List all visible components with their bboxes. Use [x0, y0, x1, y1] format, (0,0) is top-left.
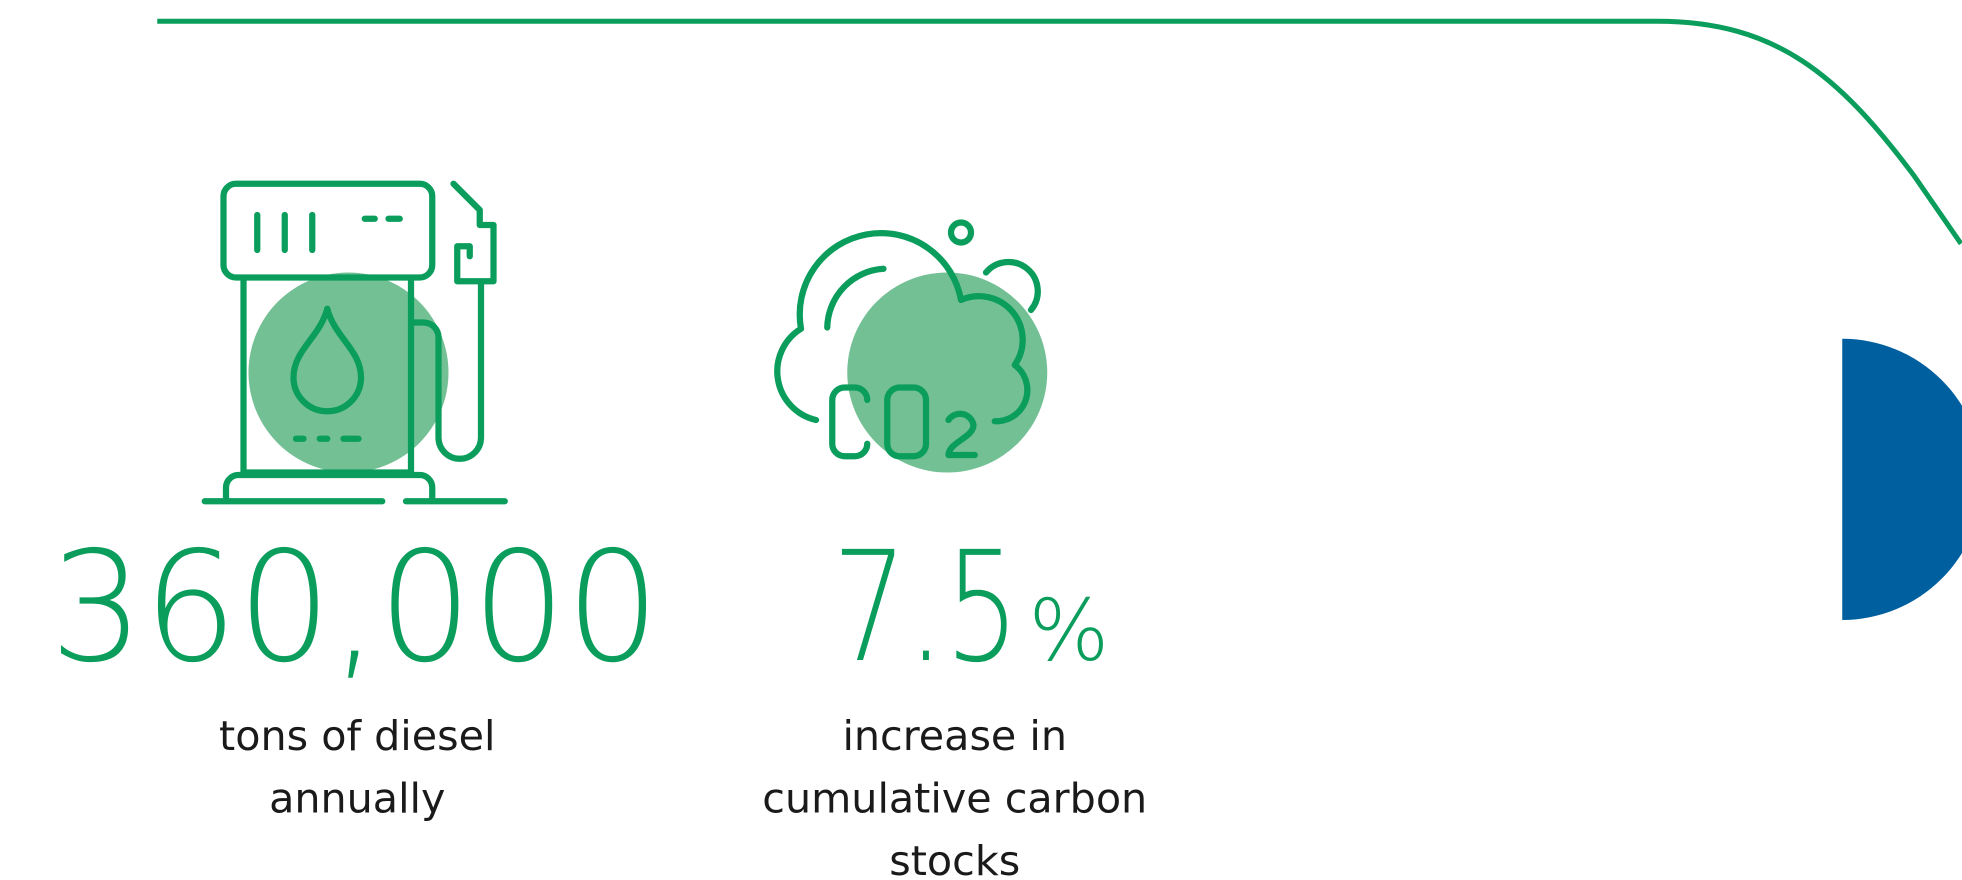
stat-value: 7.5: [832, 518, 1020, 696]
stat-label: stocks: [889, 837, 1020, 880]
frame-line: [157, 18, 1962, 246]
fuel-pump-icon: [201, 180, 508, 505]
stat-label: tons of diesel: [219, 712, 495, 760]
stat-label: increase in: [842, 712, 1067, 760]
stat-label: cumulative carbon: [762, 775, 1147, 823]
stat-value: 360,000: [50, 518, 660, 696]
half-circle: [1842, 338, 1962, 620]
co2-icon: [774, 219, 1048, 473]
stat-unit: %: [1029, 582, 1110, 681]
stat-label: annually: [269, 775, 445, 823]
